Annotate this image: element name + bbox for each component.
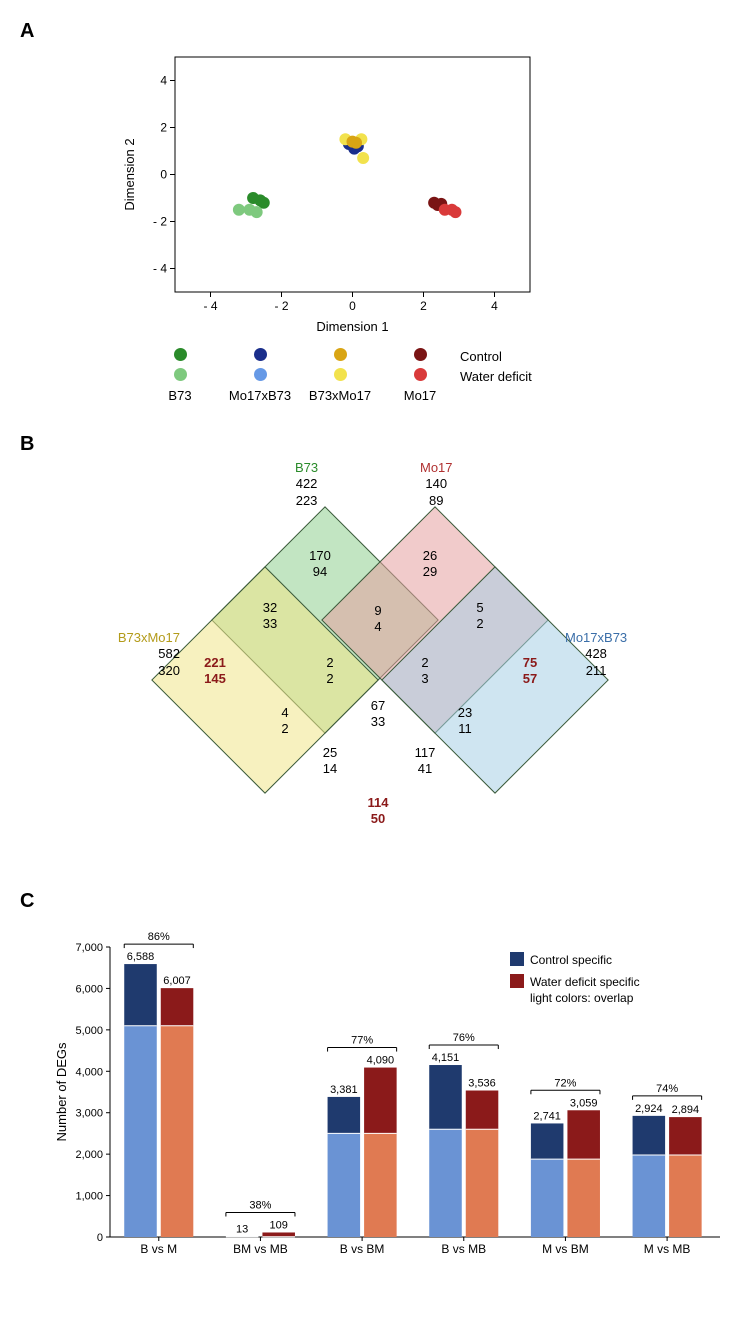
legend-dot	[254, 348, 267, 361]
panel-a-label: A	[20, 20, 731, 43]
venn-region-value: 221145	[195, 655, 235, 686]
venn-region-value: 22	[310, 655, 350, 686]
venn-region-value: 17094	[300, 548, 340, 579]
svg-text:109: 109	[270, 1219, 288, 1231]
venn-diagram: B73 422 223 Mo17 140 89 B73xMo17 582 320…	[120, 460, 640, 860]
venn-set-label: Mo17 140 89	[420, 460, 453, 509]
svg-text:6,000: 6,000	[75, 983, 103, 995]
legend-genotype: Mo17xB73	[220, 388, 300, 403]
svg-text:5,000: 5,000	[75, 1025, 103, 1037]
svg-text:38%: 38%	[249, 1199, 271, 1211]
venn-region-value: 7557	[510, 655, 550, 686]
legend-genotype: B73	[140, 388, 220, 403]
venn-region-value: 2311	[445, 705, 485, 736]
svg-text:M vs BM: M vs BM	[542, 1242, 589, 1256]
legend-label: Water deficit	[460, 369, 560, 384]
venn-region-value: 52	[460, 600, 500, 631]
svg-text:7,000: 7,000	[75, 942, 103, 954]
venn-region-value: 11741	[405, 745, 445, 776]
svg-text:BM vs MB: BM vs MB	[233, 1242, 288, 1256]
panel-b: B B73 422 223 Mo17 140 89 B73xMo17 582	[20, 433, 731, 860]
svg-text:2: 2	[420, 299, 427, 313]
legend-dot	[414, 368, 427, 381]
svg-text:- 2: - 2	[153, 215, 167, 229]
svg-text:0: 0	[349, 299, 356, 313]
legend-genotype: Mo17	[380, 388, 460, 403]
svg-text:74%: 74%	[656, 1083, 678, 1095]
venn-region-value: 94	[358, 603, 398, 634]
svg-text:2,000: 2,000	[75, 1149, 103, 1161]
svg-text:Control specific: Control specific	[530, 953, 612, 967]
svg-text:M vs MB: M vs MB	[644, 1242, 691, 1256]
svg-text:Water deficit specific: Water deficit specific	[530, 975, 640, 989]
legend-dot	[254, 368, 267, 381]
svg-text:4,000: 4,000	[75, 1066, 103, 1078]
bar-chart: 0 1,000 2,000 3,000 4,000 5,000 6,000 7,000 Numb…	[50, 917, 731, 1282]
venn-region-value: 42	[265, 705, 305, 736]
legend-genotype: B73xMo17	[300, 388, 380, 403]
bar-svg: 0 1,000 2,000 3,000 4,000 5,000 6,000 7,000 Numb…	[50, 917, 730, 1277]
svg-text:light colors: overlap: light colors: overlap	[530, 991, 634, 1005]
venn-region-value: 11450	[358, 795, 398, 826]
legend-dot	[174, 368, 187, 381]
svg-text:6,588: 6,588	[127, 951, 155, 963]
svg-text:B vs M: B vs M	[140, 1242, 177, 1256]
svg-text:76%: 76%	[453, 1032, 475, 1044]
svg-text:- 2: - 2	[274, 299, 288, 313]
svg-text:3,000: 3,000	[75, 1108, 103, 1120]
legend-dot	[334, 368, 347, 381]
venn-set-label: B73 422 223	[295, 460, 318, 509]
venn-region-value: 2514	[310, 745, 350, 776]
svg-text:- 4: - 4	[153, 262, 167, 276]
svg-text:6,007: 6,007	[163, 975, 191, 987]
svg-text:86%: 86%	[148, 931, 170, 943]
svg-text:2,741: 2,741	[533, 1110, 561, 1122]
venn-set-label: B73xMo17 582 320	[110, 630, 180, 679]
svg-text:13: 13	[236, 1223, 248, 1235]
svg-text:Dimension 2: Dimension 2	[122, 138, 137, 210]
scatter-svg: - 4 - 4 - 2 - 2 0 0 2 2 4 4 Dimension 1 Dimension 2	[120, 47, 540, 337]
svg-text:0: 0	[160, 168, 167, 182]
svg-text:3,536: 3,536	[468, 1078, 496, 1090]
panel-c-label: C	[20, 890, 731, 913]
svg-text:3,381: 3,381	[330, 1084, 358, 1096]
svg-text:Dimension 1: Dimension 1	[316, 319, 388, 334]
svg-text:B vs BM: B vs BM	[340, 1242, 385, 1256]
legend-dot	[414, 348, 427, 361]
svg-text:2,894: 2,894	[672, 1104, 700, 1116]
legend-dot	[174, 348, 187, 361]
svg-text:2: 2	[160, 121, 167, 135]
panel-b-label: B	[20, 433, 731, 456]
svg-text:1,000: 1,000	[75, 1191, 103, 1203]
panel-c: C 0 1,000 2,000 3,000 4,000 5,000 6,000 7,000 Nu…	[20, 890, 731, 1282]
venn-region-value: 6733	[358, 698, 398, 729]
svg-text:4: 4	[491, 299, 498, 313]
legend-label: Control	[460, 349, 560, 364]
scatter-plot: - 4 - 4 - 2 - 2 0 0 2 2 4 4 Dimension 1 Dimension 2	[120, 47, 540, 342]
panel-a-legend: Control Water deficit B73 Mo17xB73 B73xM…	[140, 348, 731, 403]
svg-text:Number of DEGs: Number of DEGs	[54, 1042, 69, 1141]
panel-a: A - 4 - 4 - 2 - 2 0 0 2 2 4 4 Dimension 1 Dimension…	[20, 20, 731, 403]
svg-text:4,151: 4,151	[432, 1052, 460, 1064]
legend-dot	[334, 348, 347, 361]
svg-text:3,059: 3,059	[570, 1097, 598, 1109]
venn-region-value: 3233	[250, 600, 290, 631]
venn-set-label: Mo17xB73 428 211	[565, 630, 627, 679]
svg-text:77%: 77%	[351, 1035, 373, 1047]
svg-text:0: 0	[97, 1232, 103, 1244]
svg-text:- 4: - 4	[203, 299, 217, 313]
svg-text:B vs MB: B vs MB	[441, 1242, 486, 1256]
svg-text:4,090: 4,090	[367, 1055, 395, 1067]
venn-region-value: 2629	[410, 548, 450, 579]
venn-region-value: 23	[405, 655, 445, 686]
svg-text:2,924: 2,924	[635, 1103, 663, 1115]
svg-text:4: 4	[160, 74, 167, 88]
svg-text:72%: 72%	[554, 1077, 576, 1089]
